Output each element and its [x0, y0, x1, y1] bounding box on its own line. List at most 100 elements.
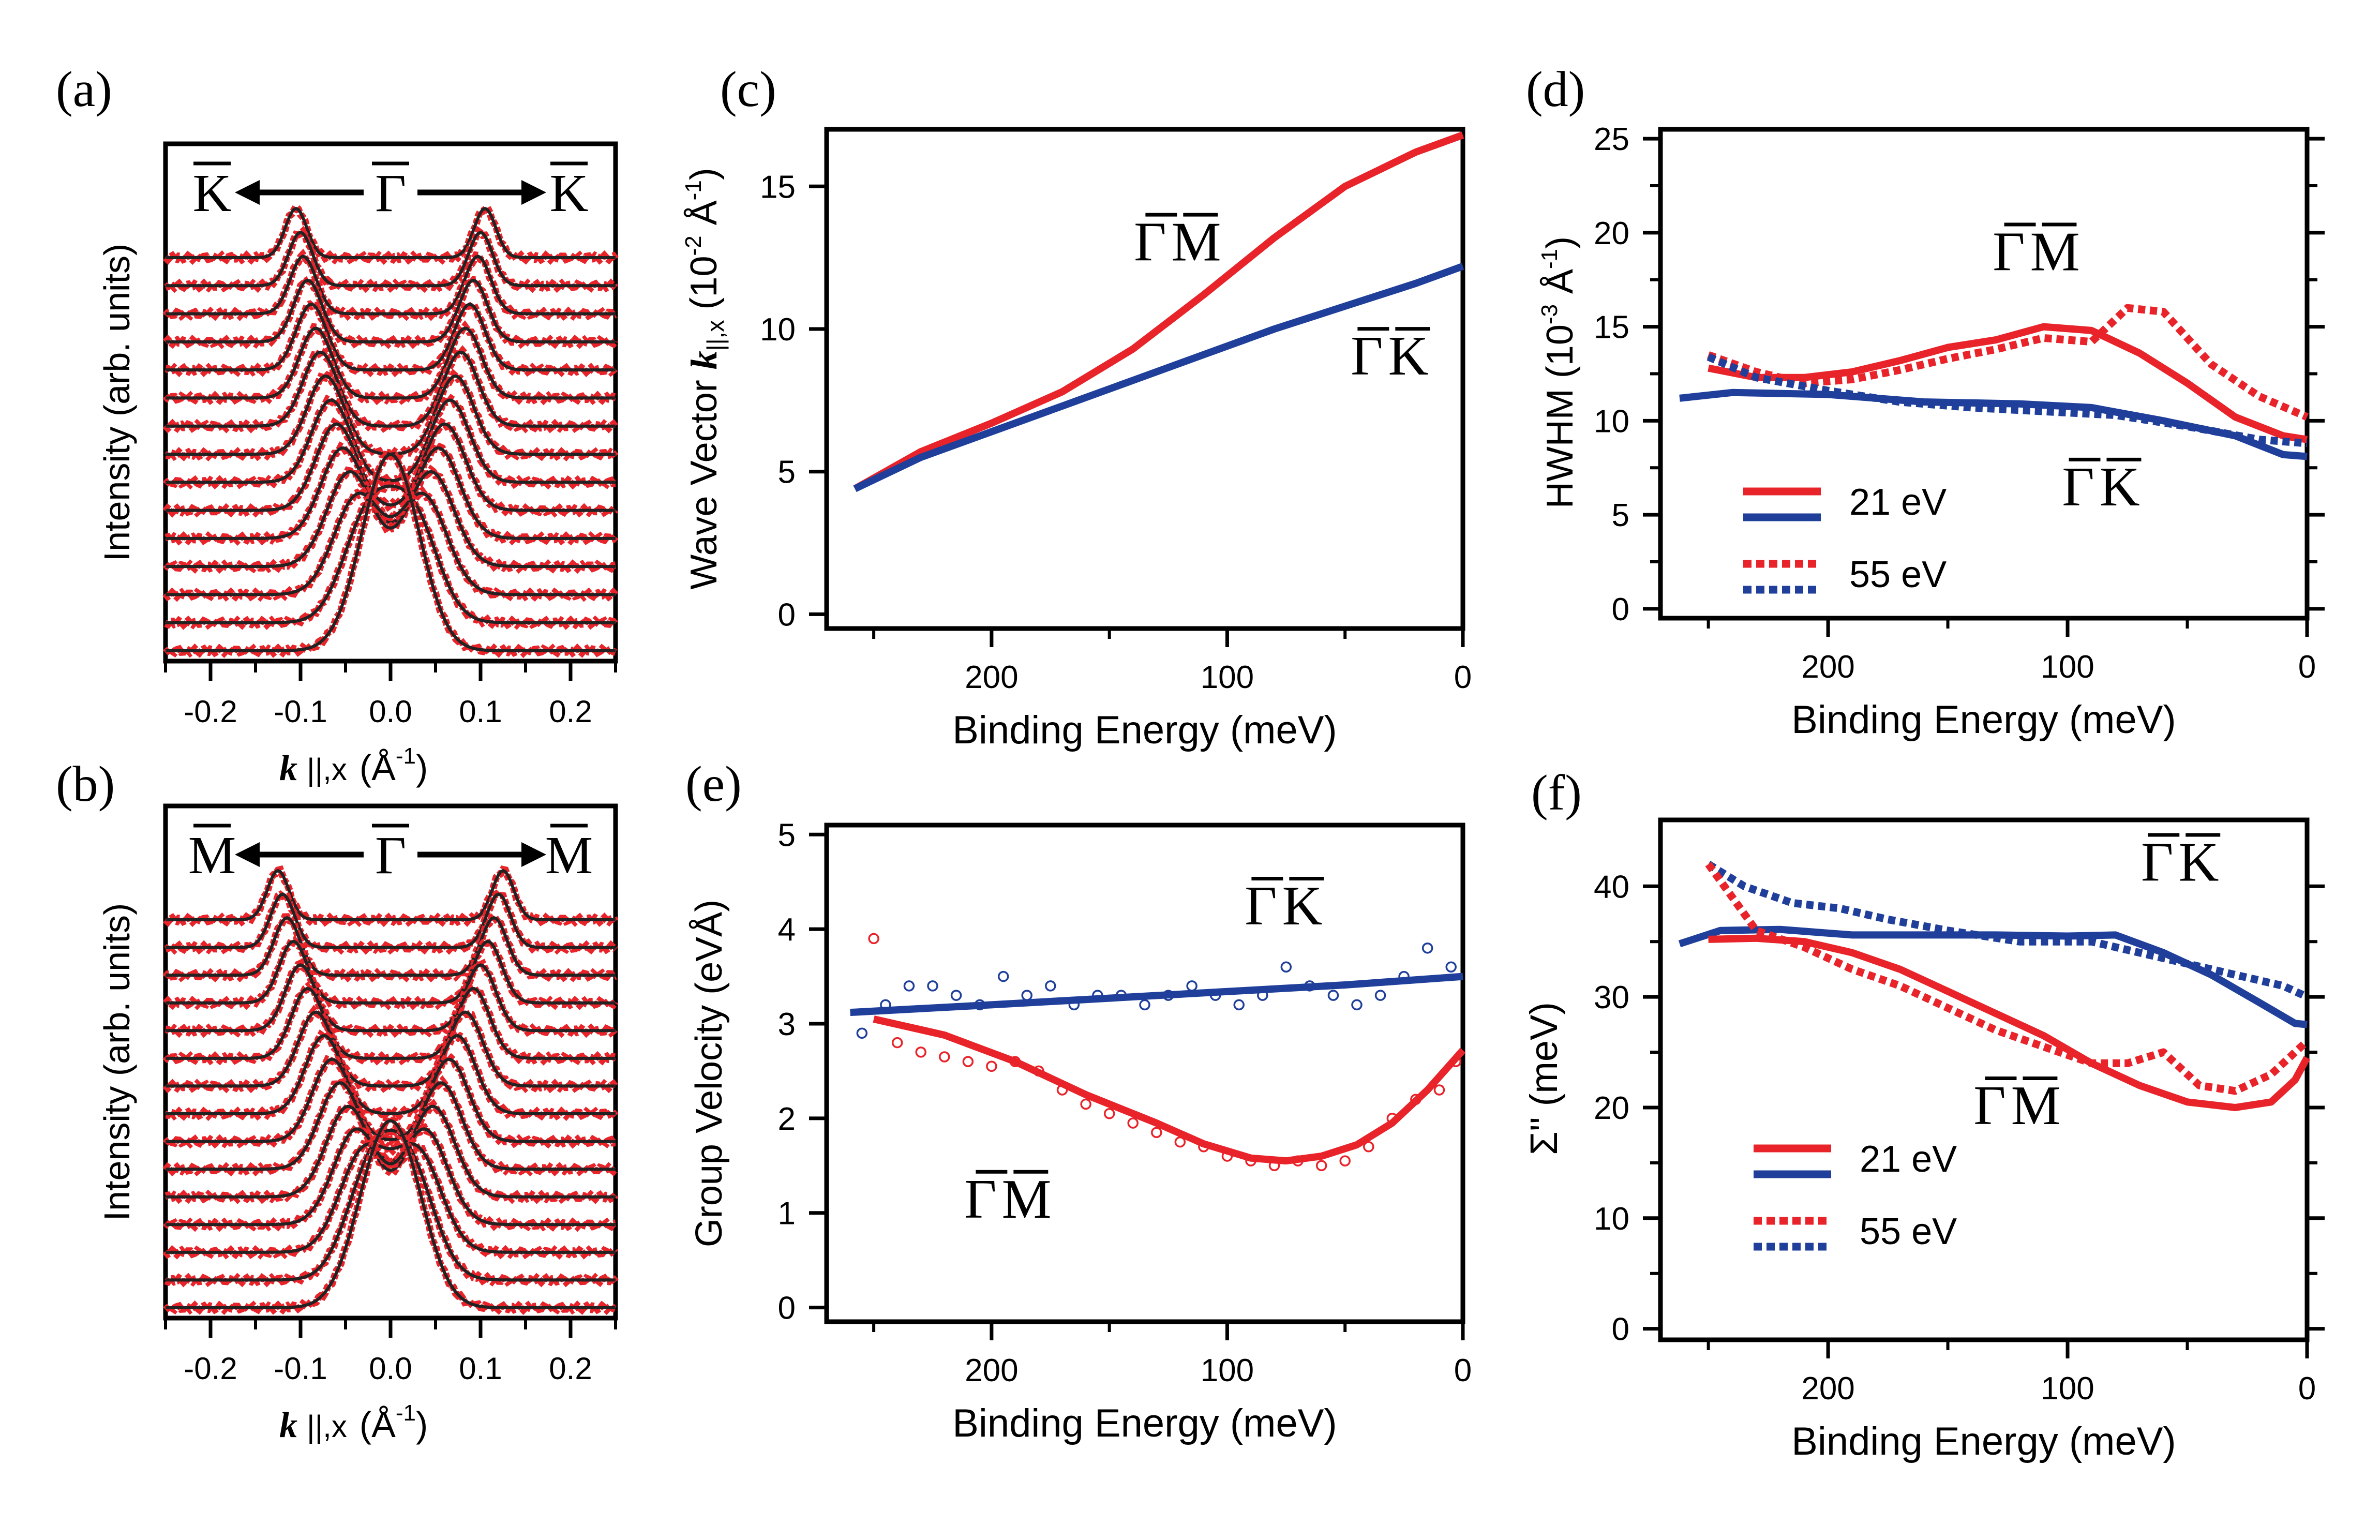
fit-curve — [166, 206, 616, 259]
annotation-label: ΓK — [2141, 832, 2224, 893]
data-point — [1233, 999, 1245, 1011]
y-tick-label: 10 — [760, 312, 796, 348]
annotation-label: ΓK — [1245, 875, 1327, 937]
data-curve — [162, 417, 619, 518]
fit-curve — [166, 939, 616, 1005]
data-point — [1103, 1108, 1115, 1119]
y-tick-label: 5 — [778, 817, 796, 853]
fit-curve — [166, 255, 616, 316]
chart-e: 200 100 0 Binding Energy (meV) 0 1 2 3 4 5 ΓK ΓM Gro… — [688, 817, 1472, 1445]
direction-left: K — [192, 163, 231, 223]
legend-label: 21 eV — [1860, 1139, 1957, 1180]
data-point — [880, 999, 891, 1011]
data-point — [1221, 1150, 1233, 1162]
data-point — [939, 1051, 950, 1063]
data-point — [856, 1027, 868, 1039]
x-tick-label: 200 — [965, 660, 1018, 695]
y-axis: 0 1 2 3 4 5 — [778, 817, 827, 1326]
series-line — [853, 263, 1464, 492]
data-point — [1151, 1127, 1162, 1139]
data-point — [1421, 942, 1433, 954]
data-point — [1450, 1056, 1462, 1067]
data-curve — [164, 226, 618, 293]
fit-curve — [166, 374, 616, 456]
x-tick-label: 200 — [1801, 649, 1854, 685]
panel-label-d: (d) — [1526, 62, 1585, 117]
legend: 21 eV 55 eV — [1754, 1139, 1957, 1252]
x-axis: 200 100 0 Binding Energy (meV) — [872, 629, 1472, 752]
y-tick-label: 40 — [1594, 869, 1629, 905]
data-point — [1374, 990, 1386, 1001]
fit-curve — [166, 398, 616, 484]
x-axis: 200 100 0 Binding Energy (meV) — [872, 1322, 1472, 1445]
y-tick-label: 30 — [1594, 980, 1629, 1015]
fit-curve — [166, 963, 616, 1033]
data-point — [1174, 1136, 1186, 1148]
y-tick-label: 20 — [1594, 1090, 1629, 1126]
data-point — [1056, 1084, 1068, 1096]
chart-b: -0.2 -0.1 0.0 0.1 0.2 k ||,x (Å-1) Intensity (ar… — [97, 803, 619, 1445]
fit-curve — [166, 1142, 616, 1254]
series-line — [1705, 862, 2310, 1095]
y-tick-label: 1 — [778, 1196, 796, 1232]
data-point — [1021, 990, 1032, 1001]
fit-curve — [166, 1104, 616, 1199]
y-tick-label: 25 — [1594, 122, 1629, 157]
data-point — [1139, 999, 1150, 1011]
y-axis-label: Σ'' (meV) — [1522, 1002, 1565, 1155]
y-axis: 0 10 20 30 40 — [1594, 869, 2325, 1348]
y-tick-label: 20 — [1594, 216, 1629, 251]
x-axis-label: Binding Energy (meV) — [1791, 1419, 2176, 1463]
panel-label-e: (e) — [685, 756, 742, 812]
annotation-label: ΓM — [1134, 212, 1226, 273]
data-point — [1339, 1155, 1351, 1167]
series-group — [850, 933, 1466, 1172]
data-point — [868, 933, 879, 945]
fit-curve — [166, 303, 616, 372]
data-point — [1209, 990, 1221, 1001]
y-tick-label: 10 — [1594, 403, 1629, 439]
x-axis: 200 100 0 Binding Energy (meV) — [1707, 618, 2316, 742]
x-tick-label: 100 — [2041, 1371, 2094, 1407]
direction-right: K — [549, 163, 588, 223]
x-tick-label: 100 — [1201, 660, 1254, 695]
x-tick-label: 0 — [2298, 649, 2316, 685]
fit-curve — [166, 916, 616, 977]
data-point — [1445, 961, 1457, 973]
series-line — [853, 131, 1464, 492]
series-line — [1707, 353, 2308, 447]
y-tick-label: 4 — [778, 912, 796, 948]
fit-curve — [166, 1034, 616, 1115]
plot-frame — [1658, 817, 2310, 1342]
y-axis-label: Intensity (arb. units) — [97, 903, 137, 1221]
fit-curve — [166, 1127, 616, 1227]
data-point — [1386, 1113, 1398, 1124]
chart-c: 200 100 0 Binding Energy (meV) 0 5 10 15 ΓM ΓK Wav… — [681, 127, 1472, 752]
fit-curve — [166, 326, 616, 400]
arrow-left-head — [235, 180, 260, 205]
data-point — [1162, 990, 1174, 1001]
y-tick-label: 0 — [1612, 592, 1629, 627]
data-point — [997, 970, 1009, 982]
fit-curve — [166, 1010, 616, 1088]
arrow-left-head — [235, 842, 260, 867]
data-point — [1327, 990, 1339, 1001]
legend: 21 eV 55 eV — [1743, 482, 1947, 595]
data-point — [1433, 1084, 1445, 1096]
data-curve — [162, 345, 619, 433]
data-point — [1245, 1155, 1256, 1167]
x-tick-label: 200 — [965, 1353, 1018, 1388]
y-axis: 0 5 10 15 — [760, 169, 827, 633]
x-tick-label: 0.2 — [549, 694, 592, 729]
x-axis-label: Binding Energy (meV) — [952, 708, 1337, 752]
x-axis-label: k ||,x (Å-1) — [279, 743, 428, 788]
data-point — [1080, 1098, 1091, 1110]
series-line — [1708, 323, 2308, 443]
legend-label: 21 eV — [1849, 482, 1947, 523]
arrow-right-head — [521, 180, 546, 205]
data-point — [986, 1060, 997, 1072]
y-tick-label: 3 — [778, 1007, 796, 1042]
data-point — [974, 999, 985, 1011]
fit-curve — [166, 491, 616, 596]
